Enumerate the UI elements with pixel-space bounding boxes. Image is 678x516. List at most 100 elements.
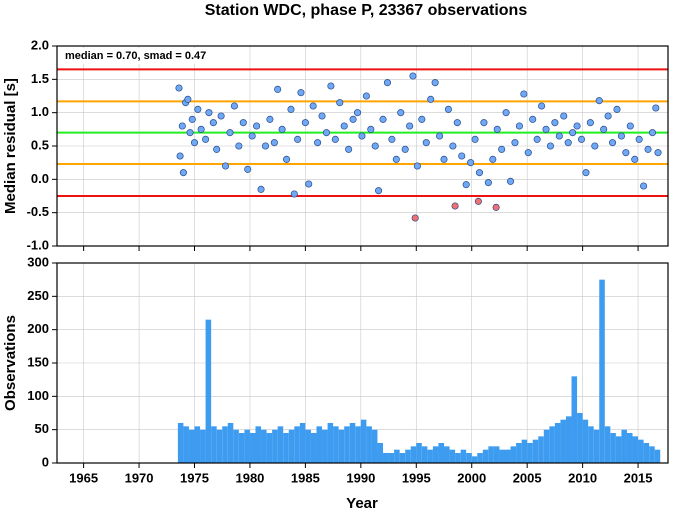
histogram-bar xyxy=(444,446,450,463)
histogram-bar xyxy=(205,319,212,463)
histogram-bar xyxy=(527,443,533,463)
data-point xyxy=(186,129,194,137)
data-point xyxy=(436,132,444,140)
data-point xyxy=(648,129,657,137)
data-point xyxy=(383,79,392,87)
data-point xyxy=(635,135,643,143)
data-point xyxy=(184,95,192,103)
data-point xyxy=(480,119,488,127)
histogram-bar xyxy=(432,446,439,463)
y-tick-label: -0.5 xyxy=(27,204,49,219)
data-point xyxy=(573,122,581,130)
data-point xyxy=(422,139,430,147)
data-point xyxy=(467,159,475,167)
histogram-bar xyxy=(405,449,411,463)
data-point xyxy=(217,112,225,120)
histogram-bar xyxy=(477,453,483,463)
data-point xyxy=(392,155,400,163)
data-point xyxy=(282,155,291,163)
data-point xyxy=(294,135,302,143)
histogram-bar xyxy=(427,449,433,463)
histogram-bar xyxy=(277,426,284,463)
data-point xyxy=(202,135,210,143)
data-point xyxy=(475,169,484,177)
data-point xyxy=(600,125,608,133)
histogram-bar xyxy=(322,429,328,463)
histogram-bar xyxy=(654,449,661,463)
histogram-bar xyxy=(410,446,417,463)
histogram-bar xyxy=(504,449,511,463)
data-point xyxy=(388,135,396,143)
histogram-bar xyxy=(516,443,522,463)
annotation: median = 0.70, smad = 0.47 xyxy=(65,50,206,62)
data-point xyxy=(609,139,617,147)
data-point xyxy=(197,125,205,133)
data-point xyxy=(322,129,331,137)
x-tick-label: 1965 xyxy=(69,470,98,485)
data-point xyxy=(244,165,252,173)
histogram-bar xyxy=(349,423,356,463)
x-axis-label: Year xyxy=(346,495,378,511)
histogram-bar xyxy=(588,426,594,463)
data-point xyxy=(409,72,417,80)
data-point xyxy=(617,132,625,140)
data-point xyxy=(560,112,568,120)
histogram-bar xyxy=(255,426,262,463)
data-point xyxy=(411,214,419,222)
data-point xyxy=(449,142,457,150)
histogram-bar xyxy=(549,426,555,463)
y-tick-label: 50 xyxy=(35,421,49,436)
data-point xyxy=(194,105,202,113)
data-point xyxy=(261,142,270,150)
data-point xyxy=(640,182,648,190)
data-point xyxy=(502,109,510,117)
data-point xyxy=(453,119,461,127)
histogram-bar xyxy=(316,426,323,463)
histogram-bar xyxy=(333,426,339,463)
histogram-bar xyxy=(388,453,395,463)
data-point xyxy=(331,135,339,143)
histogram-bar xyxy=(649,446,655,463)
x-tick-label: 1980 xyxy=(235,470,264,485)
histogram-bar xyxy=(632,436,639,463)
data-point xyxy=(506,177,515,185)
histogram-bar xyxy=(394,449,400,463)
data-point xyxy=(290,190,298,198)
histogram-bar xyxy=(488,446,494,463)
data-point xyxy=(278,125,286,133)
histogram-bar xyxy=(538,436,544,463)
data-point xyxy=(577,135,586,143)
histogram-bar xyxy=(421,446,428,463)
histogram-bar xyxy=(227,423,234,463)
x-tick-label: 2015 xyxy=(624,470,653,485)
histogram-bar xyxy=(299,423,306,463)
y-axis-label: Observations xyxy=(2,315,19,411)
x-tick-label: 1975 xyxy=(180,470,209,485)
histogram-bar xyxy=(383,453,389,463)
histogram-bar xyxy=(543,429,550,463)
data-point xyxy=(375,187,383,195)
histogram-bar xyxy=(249,433,256,463)
data-point xyxy=(235,142,243,150)
histogram-bar xyxy=(338,429,345,463)
histogram-bar xyxy=(582,419,589,463)
y-tick-label: 100 xyxy=(27,388,49,403)
x-tick-label: 2010 xyxy=(568,470,597,485)
data-point xyxy=(555,132,563,140)
histogram-bar xyxy=(310,433,317,463)
histogram-bar xyxy=(593,429,600,463)
histogram-bar xyxy=(532,439,539,463)
histogram-bar xyxy=(183,426,189,463)
histogram-bar xyxy=(261,429,267,463)
y-tick-label: 150 xyxy=(27,354,49,369)
data-point xyxy=(418,115,426,123)
data-point xyxy=(239,119,247,127)
data-point xyxy=(569,129,577,137)
histogram-bar xyxy=(344,426,350,463)
histogram-bar xyxy=(499,449,505,463)
data-point xyxy=(226,129,234,137)
data-point xyxy=(340,122,348,130)
histogram-bar xyxy=(360,419,367,463)
data-point xyxy=(301,119,309,127)
data-point xyxy=(179,169,187,177)
